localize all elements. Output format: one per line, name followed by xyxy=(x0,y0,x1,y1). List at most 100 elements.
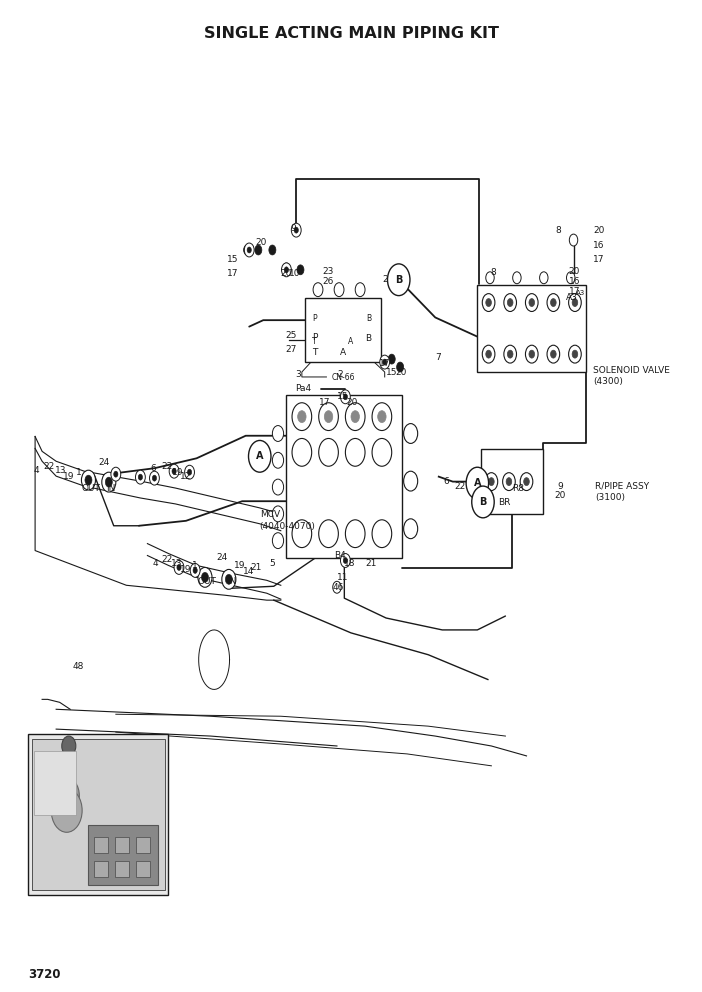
Circle shape xyxy=(292,438,312,466)
Text: 4: 4 xyxy=(34,465,39,475)
Circle shape xyxy=(272,479,284,495)
Text: A: A xyxy=(348,337,354,346)
Circle shape xyxy=(526,345,538,363)
Circle shape xyxy=(333,581,341,593)
Circle shape xyxy=(351,411,359,423)
Circle shape xyxy=(486,299,491,307)
Circle shape xyxy=(282,263,291,277)
Text: B: B xyxy=(366,313,371,322)
Circle shape xyxy=(54,778,79,813)
Circle shape xyxy=(177,564,181,570)
Text: SOLENOID VALVE: SOLENOID VALVE xyxy=(593,365,670,375)
Circle shape xyxy=(85,475,92,485)
Circle shape xyxy=(550,350,556,358)
Text: 19: 19 xyxy=(172,467,183,477)
Text: 8: 8 xyxy=(555,225,561,235)
Text: 20: 20 xyxy=(256,237,267,247)
Bar xyxy=(115,837,129,853)
Circle shape xyxy=(508,299,513,307)
Circle shape xyxy=(482,294,495,311)
Circle shape xyxy=(292,403,312,431)
Circle shape xyxy=(198,567,212,587)
Text: 24: 24 xyxy=(216,553,227,562)
Circle shape xyxy=(404,424,418,443)
Bar xyxy=(34,751,76,815)
Text: 19: 19 xyxy=(234,560,246,570)
Circle shape xyxy=(547,294,559,311)
Circle shape xyxy=(355,283,365,297)
Circle shape xyxy=(298,411,306,423)
Text: R/PIPE ASSY: R/PIPE ASSY xyxy=(595,481,649,491)
Circle shape xyxy=(319,520,338,548)
Circle shape xyxy=(284,267,289,273)
Bar xyxy=(481,449,543,514)
Text: 1: 1 xyxy=(76,467,81,477)
Circle shape xyxy=(572,299,578,307)
Text: (3100): (3100) xyxy=(595,493,625,503)
Circle shape xyxy=(383,359,387,365)
Circle shape xyxy=(572,350,578,358)
Text: BR: BR xyxy=(498,498,510,508)
Text: 4: 4 xyxy=(153,558,159,568)
Bar xyxy=(115,861,129,877)
Circle shape xyxy=(247,247,251,253)
Text: 15: 15 xyxy=(386,368,397,378)
Text: 21: 21 xyxy=(365,558,376,568)
Circle shape xyxy=(340,554,350,567)
Circle shape xyxy=(135,470,145,484)
Circle shape xyxy=(489,478,494,486)
Text: 10: 10 xyxy=(289,269,300,279)
Circle shape xyxy=(225,574,232,584)
Text: B: B xyxy=(479,497,486,507)
Circle shape xyxy=(520,473,533,491)
Text: Pa4: Pa4 xyxy=(296,384,311,394)
Circle shape xyxy=(244,245,251,255)
Circle shape xyxy=(388,354,395,364)
Circle shape xyxy=(378,411,386,423)
Circle shape xyxy=(529,350,535,358)
Circle shape xyxy=(249,440,271,472)
Text: 48: 48 xyxy=(73,662,84,672)
Circle shape xyxy=(172,468,176,474)
Text: 17: 17 xyxy=(569,287,580,297)
Bar xyxy=(94,837,108,853)
Circle shape xyxy=(486,272,494,284)
Text: CN-66: CN-66 xyxy=(331,373,355,383)
Bar xyxy=(286,395,402,558)
Circle shape xyxy=(138,474,143,480)
Text: 17: 17 xyxy=(379,358,390,368)
Text: 23: 23 xyxy=(323,267,334,277)
Text: 8: 8 xyxy=(491,268,496,278)
Text: 5: 5 xyxy=(270,558,275,568)
Circle shape xyxy=(404,471,418,491)
Circle shape xyxy=(343,394,347,400)
Text: SINGLE ACTING MAIN PIPING KIT: SINGLE ACTING MAIN PIPING KIT xyxy=(204,26,498,42)
Bar xyxy=(136,837,150,853)
Circle shape xyxy=(345,403,365,431)
Circle shape xyxy=(201,572,208,582)
Circle shape xyxy=(569,345,581,363)
Circle shape xyxy=(508,350,513,358)
Circle shape xyxy=(114,471,118,477)
Circle shape xyxy=(397,362,404,372)
Circle shape xyxy=(334,283,344,297)
Text: 27: 27 xyxy=(286,344,297,354)
Text: 15: 15 xyxy=(227,255,239,265)
Text: 20: 20 xyxy=(569,267,580,277)
Circle shape xyxy=(486,350,491,358)
Circle shape xyxy=(504,294,517,311)
Text: 18: 18 xyxy=(344,558,355,568)
Circle shape xyxy=(388,264,410,296)
Text: 9: 9 xyxy=(557,481,563,491)
Text: 7: 7 xyxy=(435,352,441,362)
Text: 16: 16 xyxy=(569,277,580,287)
Circle shape xyxy=(512,272,521,284)
Text: P: P xyxy=(312,313,317,322)
Circle shape xyxy=(404,519,418,539)
Circle shape xyxy=(297,265,304,275)
Circle shape xyxy=(372,438,392,466)
Circle shape xyxy=(550,299,556,307)
Text: 24: 24 xyxy=(98,457,110,467)
Text: A3: A3 xyxy=(576,290,585,296)
Text: 17: 17 xyxy=(593,255,604,265)
